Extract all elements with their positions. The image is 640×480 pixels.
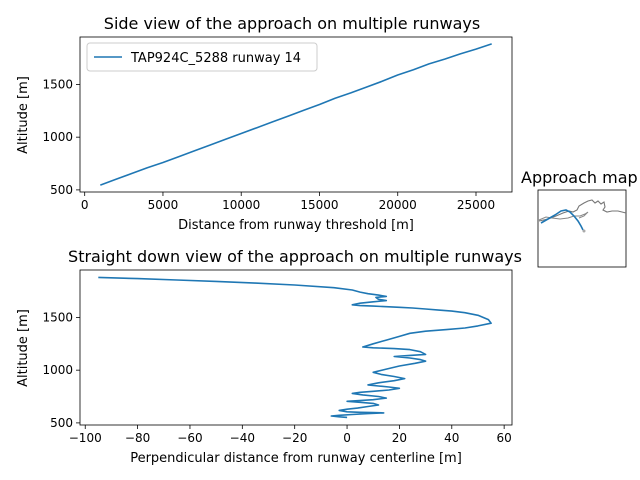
side-view-series-line-0 (100, 43, 492, 186)
side-view-ytick-label: 1500 (42, 77, 73, 91)
top-down-view-xlabel: Perpendicular distance from runway cente… (130, 451, 462, 466)
side-view-xtick-label: 15000 (300, 198, 338, 212)
side-view-ytick-label: 1000 (42, 130, 73, 144)
side-view-xtick-label: 5000 (148, 198, 179, 212)
map-approach-track (540, 209, 584, 231)
side-view-plot-frame (79, 36, 513, 193)
top-down-plot-frame (79, 269, 513, 426)
top-down-view-series-line-0 (98, 276, 492, 419)
top-down-view-ytick-label: 1500 (42, 310, 73, 324)
side-view-legend: TAP924C_5288 runway 14 (86, 42, 318, 72)
top-down-view-xtick-label: −20 (282, 431, 307, 445)
top-down-view-ytick-label: 500 (50, 416, 73, 430)
side-view-xlabel: Distance from runway threshold [m] (178, 218, 414, 233)
approach-map: Approach map (521, 168, 638, 268)
top-down-view-chart: Straight down view of the approach on mu… (16, 247, 522, 466)
approach-map-title: Approach map (521, 168, 638, 187)
top-down-view-ticks: −100 −80 −60 −40 −20 0 20 40 60 500 1000 1500 (42, 310, 511, 445)
legend-label: TAP924C_5288 runway 14 (130, 51, 301, 66)
top-down-view-series-group (98, 276, 492, 419)
top-down-view-ylabel: Altitude [m] (16, 309, 31, 387)
side-view-xtick-label: 10000 (222, 198, 260, 212)
top-down-view-xtick-label: 40 (444, 431, 459, 445)
side-view-xtick-label: 0 (81, 198, 89, 212)
top-down-view-xtick-label: 60 (497, 431, 512, 445)
top-down-view-ytick-label: 1000 (42, 363, 73, 377)
side-view-series-group (100, 43, 492, 186)
side-view-xtick-label: 20000 (379, 198, 417, 212)
top-down-view-xtick-label: 0 (343, 431, 351, 445)
side-view-ylabel: Altitude [m] (16, 76, 31, 154)
side-view-title: Side view of the approach on multiple ru… (104, 14, 480, 33)
top-down-view-xtick-label: −40 (230, 431, 255, 445)
top-down-view-xtick-label: −100 (69, 431, 102, 445)
top-down-view-xtick-label: −60 (177, 431, 202, 445)
top-down-view-xtick-label: −80 (125, 431, 150, 445)
map-coastline (538, 199, 627, 222)
side-view-chart: Side view of the approach on multiple ru… (16, 14, 513, 233)
side-view-ticks: 0 5000 10000 15000 20000 25000 500 1000 1500 (42, 77, 495, 212)
top-down-view-xtick-label: 20 (392, 431, 407, 445)
side-view-xtick-label: 25000 (457, 198, 495, 212)
map-runway-marker (582, 229, 586, 233)
top-down-view-title: Straight down view of the approach on mu… (68, 247, 522, 266)
side-view-ytick-label: 500 (50, 183, 73, 197)
legend-box (86, 42, 318, 72)
